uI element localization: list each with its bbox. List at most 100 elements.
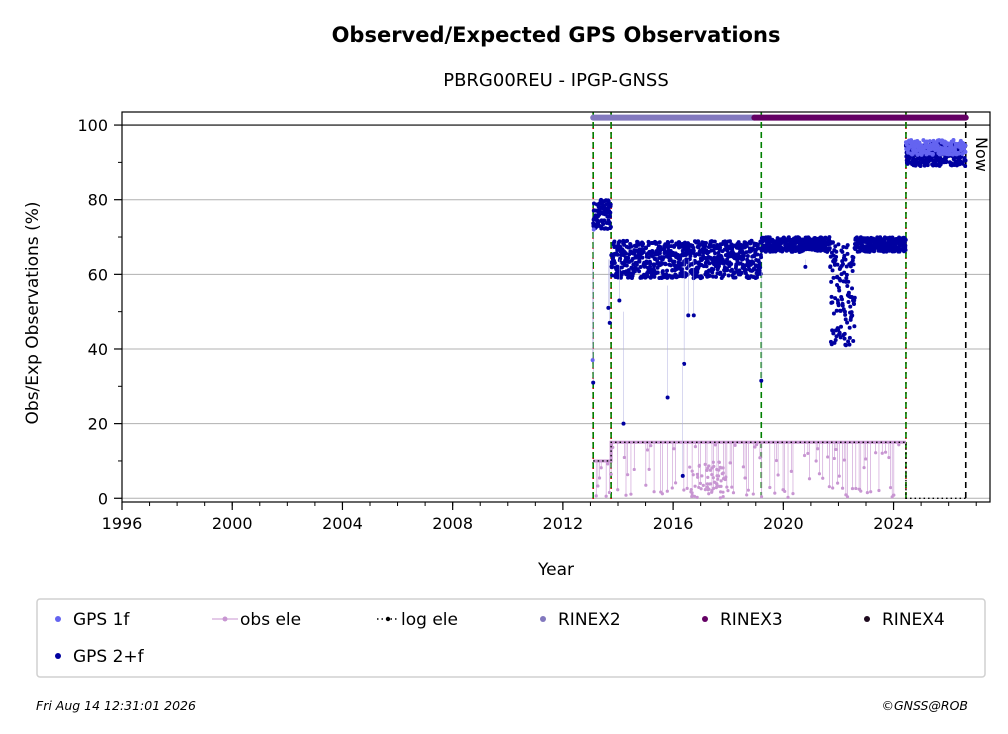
legend-label-gps1f: GPS 1f bbox=[73, 610, 130, 630]
gps-2f-point bbox=[833, 258, 838, 263]
legend-marker bbox=[864, 616, 870, 622]
obs-ele-point bbox=[692, 494, 697, 498]
gps-2f-point bbox=[685, 260, 690, 265]
obs-ele-point bbox=[783, 489, 787, 494]
gps-2f-point bbox=[944, 159, 949, 164]
gps-2f-point bbox=[682, 240, 687, 245]
gps-2f-point bbox=[842, 309, 847, 314]
x-tick-label: 2004 bbox=[322, 514, 363, 533]
obs-ele-point bbox=[606, 462, 610, 466]
legend-marker bbox=[540, 616, 546, 622]
obs-ele-point bbox=[696, 475, 700, 479]
gps-2f-point bbox=[830, 300, 835, 305]
gps-2f-point bbox=[903, 248, 908, 253]
gps-2f-point bbox=[827, 235, 832, 240]
gps-2f-point bbox=[827, 246, 832, 251]
plot-frame bbox=[121, 111, 991, 503]
gps-2f-point bbox=[626, 255, 631, 260]
gps-2f-point bbox=[611, 255, 616, 260]
obs-ele-point bbox=[726, 488, 730, 493]
gps-2f-point bbox=[925, 163, 930, 168]
obs-ele-point bbox=[698, 481, 702, 485]
legend-marker bbox=[55, 653, 61, 659]
gps-2f-point bbox=[707, 273, 712, 278]
gps-2f-point bbox=[665, 395, 670, 400]
obs-ele-point bbox=[774, 458, 779, 463]
obs-ele-point bbox=[755, 442, 759, 447]
gps-2f-point bbox=[829, 250, 834, 255]
obs-ele-point bbox=[716, 477, 720, 481]
obs-ele-point bbox=[753, 445, 757, 449]
obs-ele-point bbox=[874, 451, 878, 455]
obs-ele-point bbox=[707, 492, 711, 496]
obs-ele-point bbox=[629, 492, 633, 496]
gps-2f-point bbox=[850, 258, 855, 263]
gps-2f-point bbox=[752, 266, 757, 271]
obs-ele-point bbox=[711, 460, 715, 464]
obs-ele-point bbox=[673, 481, 678, 485]
obs-ele-point bbox=[869, 490, 873, 494]
obs-ele-point bbox=[786, 495, 790, 499]
gps-2f-point bbox=[803, 264, 808, 269]
gps-2f-point bbox=[839, 324, 844, 329]
gps-2f-point bbox=[842, 336, 847, 341]
obs-ele-point bbox=[597, 476, 602, 480]
obs-ele-point bbox=[842, 458, 846, 462]
gps-2f-point bbox=[711, 267, 716, 272]
x-tick-label: 2016 bbox=[653, 514, 694, 533]
x-tick-label: 1996 bbox=[102, 514, 143, 533]
obs-ele-point bbox=[725, 485, 729, 489]
gps-2f-point bbox=[726, 273, 731, 278]
gps-2f-point bbox=[624, 263, 629, 268]
y-tick-label: 60 bbox=[88, 265, 108, 284]
legend-label-obsele: obs ele bbox=[240, 610, 301, 630]
obs-ele-point bbox=[645, 448, 650, 452]
obs-ele-point bbox=[773, 491, 777, 495]
obs-ele-point bbox=[720, 472, 724, 476]
obs-ele-point bbox=[632, 467, 636, 472]
obs-ele-point bbox=[751, 492, 755, 496]
gps-2f-point bbox=[845, 243, 850, 248]
gps-2f-point bbox=[954, 160, 959, 165]
gps-2f-point bbox=[637, 259, 642, 264]
obs-ele-point bbox=[715, 474, 719, 478]
obs-ele-point bbox=[624, 493, 628, 497]
y-tick-label: 80 bbox=[88, 191, 108, 210]
legend-label-rinex4: RINEX4 bbox=[882, 610, 945, 630]
x-tick-label: 2024 bbox=[873, 514, 914, 533]
gps-2f-point bbox=[842, 331, 847, 336]
gps-2f-point bbox=[660, 269, 665, 274]
gps-2f-point bbox=[715, 242, 720, 247]
gps-2f-point bbox=[668, 263, 673, 268]
obs-ele-point bbox=[859, 489, 863, 493]
gps-2f-point bbox=[608, 210, 613, 215]
obs-ele-point bbox=[877, 488, 881, 493]
obs-ele-point bbox=[707, 487, 711, 491]
obs-ele-point bbox=[776, 473, 780, 477]
obs-ele-point bbox=[826, 455, 830, 459]
gps-2f-point bbox=[758, 271, 763, 276]
gps-2f-point bbox=[646, 243, 651, 248]
obs-ele-point bbox=[719, 490, 723, 494]
gps-2f-point bbox=[847, 335, 852, 340]
gps-2f-point bbox=[666, 240, 671, 245]
gps-2f-point bbox=[612, 260, 617, 265]
obs-ele-point bbox=[802, 453, 807, 458]
gps-2f-point bbox=[840, 303, 845, 308]
obs-ele-point bbox=[660, 492, 664, 496]
obs-ele-point bbox=[816, 447, 820, 451]
obs-ele-point bbox=[814, 459, 818, 463]
gps-2f-point bbox=[852, 295, 857, 300]
legend-label-rinex3: RINEX3 bbox=[720, 610, 783, 630]
obs-ele-point bbox=[721, 490, 725, 494]
gps-2f-point bbox=[711, 274, 716, 279]
gps-2f-point bbox=[830, 240, 835, 245]
gps-2f-point bbox=[842, 270, 847, 275]
gps-2f-point bbox=[849, 310, 854, 315]
gps-2f-point bbox=[617, 298, 622, 303]
gps-1f-point bbox=[591, 227, 596, 232]
gps-2f-point bbox=[847, 325, 852, 330]
gps-2f-point bbox=[607, 320, 612, 325]
gps-2f-point bbox=[685, 272, 690, 277]
obs-ele-point bbox=[693, 445, 698, 449]
